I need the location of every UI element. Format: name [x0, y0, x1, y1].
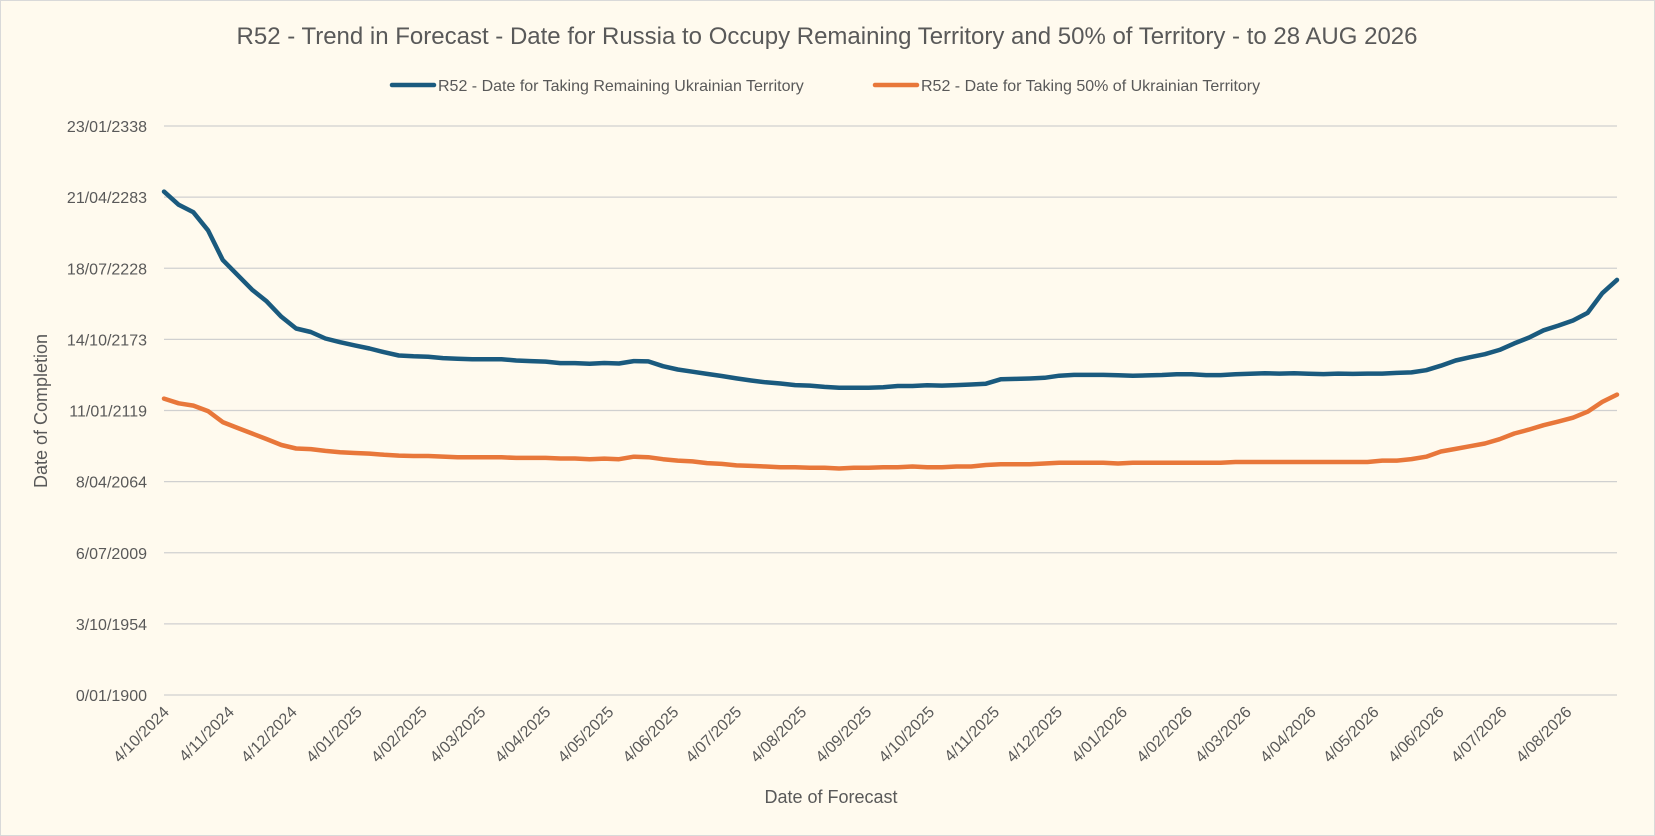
x-tick-label-22: 4/08/2026: [1513, 704, 1575, 766]
x-tick-label-9: 4/07/2025: [683, 704, 745, 766]
x-tick-label-21: 4/07/2026: [1448, 704, 1510, 766]
series-lines: [161, 189, 1620, 471]
y-axis-ticks: 0/01/1900 3/10/1954 6/07/2009 8/04/2064 11/0…: [67, 119, 147, 705]
x-tick-label-20: 4/06/2026: [1385, 704, 1447, 766]
y-tick-label-7: 21/04/2283: [67, 190, 147, 207]
x-tick-label-16: 4/02/2026: [1134, 704, 1196, 766]
series-line-half-territory: [161, 392, 1620, 471]
x-tick-label-6: 4/04/2025: [492, 704, 554, 766]
x-tick-label-13: 4/11/2025: [942, 704, 1004, 766]
y-tick-label-3: 8/04/2064: [76, 475, 147, 492]
x-tick-label-18: 4/04/2026: [1257, 704, 1319, 766]
x-axis-title: Date of Forecast: [764, 787, 897, 807]
x-tick-label-10: 4/08/2025: [748, 704, 810, 766]
y-tick-label-2: 6/07/2009: [76, 546, 147, 563]
legend-label-remaining: R52 - Date for Taking Remaining Ukrainia…: [438, 78, 804, 95]
x-tick-label-8: 4/06/2025: [620, 704, 682, 766]
x-tick-label-17: 4/03/2026: [1192, 704, 1254, 766]
x-tick-label-14: 4/12/2025: [1004, 704, 1066, 766]
legend: R52 - Date for Taking Remaining Ukrainia…: [389, 78, 1260, 95]
x-tick-label-12: 4/10/2025: [876, 704, 938, 766]
gridlines: [164, 125, 1617, 696]
x-tick-label-19: 4/05/2026: [1320, 704, 1382, 766]
x-axis-ticks: 4/10/2024 4/11/2024 4/12/2024 4/01/2025 4/02…: [110, 704, 1575, 766]
y-tick-label-1: 3/10/1954: [76, 617, 147, 634]
legend-label-half: R52 - Date for Taking 50% of Ukrainian T…: [921, 78, 1260, 95]
x-tick-label-3: 4/01/2025: [303, 704, 365, 766]
x-tick-label-4: 4/02/2025: [368, 704, 430, 766]
chart-title: R52 - Trend in Forecast - Date for Russi…: [237, 23, 1418, 50]
y-tick-label-4: 11/01/2119: [69, 404, 147, 421]
x-tick-label-1: 4/11/2024: [176, 704, 238, 766]
x-tick-label-11: 4/09/2025: [813, 704, 875, 766]
x-tick-label-0: 4/10/2024: [110, 704, 172, 766]
y-axis-title: Date of Completion: [31, 334, 51, 488]
y-tick-label-0: 0/01/1900: [76, 688, 147, 705]
x-tick-label-5: 4/03/2025: [427, 704, 489, 766]
x-tick-label-15: 4/01/2026: [1069, 704, 1131, 766]
y-tick-label-5: 14/10/2173: [67, 332, 147, 349]
x-tick-label-7: 4/05/2025: [555, 704, 617, 766]
series-line-remaining-territory: [161, 189, 1620, 391]
y-tick-label-8: 23/01/2338: [67, 119, 147, 136]
x-tick-label-2: 4/12/2024: [238, 704, 300, 766]
y-tick-label-6: 18/07/2228: [67, 261, 147, 278]
